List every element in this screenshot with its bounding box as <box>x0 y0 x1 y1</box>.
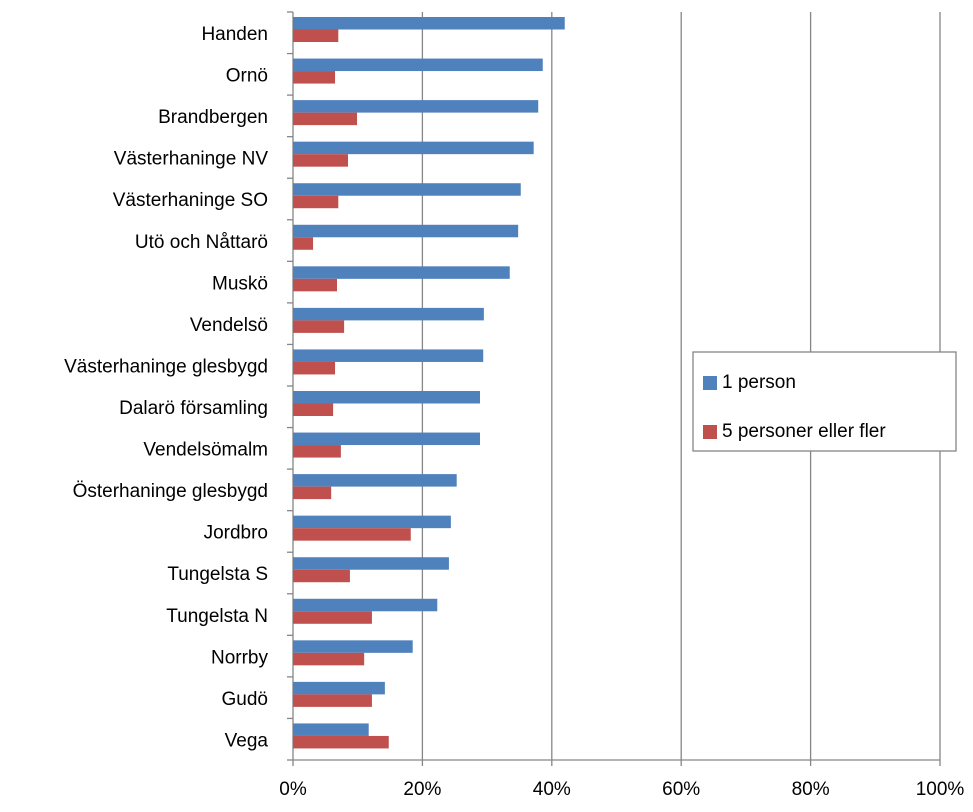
bar <box>293 224 519 238</box>
bar <box>293 735 389 749</box>
legend-label: 5 personer eller fler <box>722 421 886 442</box>
bar <box>293 361 336 375</box>
y-tick-label: Muskö <box>212 273 268 294</box>
bar <box>293 195 339 209</box>
bar <box>293 557 449 570</box>
bar <box>293 681 385 695</box>
y-tick-label: Ornö <box>226 66 268 87</box>
y-tick-label: Norrby <box>211 647 269 668</box>
y-tick-label: Tungelsta N <box>166 606 268 627</box>
y-tick-label: Vega <box>225 730 269 751</box>
y-tick-label: Vendelsö <box>190 315 268 336</box>
y-tick-label: Brandbergen <box>158 107 268 128</box>
bar <box>293 307 484 321</box>
bar <box>293 112 358 126</box>
bar <box>293 100 539 113</box>
legend-swatch <box>703 376 717 390</box>
x-tick-label: 60% <box>662 779 700 800</box>
y-tick-label: Utö och Nåttarö <box>135 232 268 253</box>
bar <box>293 237 314 250</box>
y-tick-label: Dalarö församling <box>119 398 268 419</box>
bar <box>293 611 372 624</box>
bar <box>293 445 341 458</box>
bar <box>293 403 334 416</box>
y-tick-label: Västerhaninge SO <box>113 190 268 211</box>
bar <box>293 29 339 42</box>
bar <box>293 278 337 292</box>
bar <box>293 432 480 446</box>
bar <box>293 266 510 279</box>
legend-label: 1 person <box>722 372 796 393</box>
bar <box>293 58 543 72</box>
x-tick-label: 20% <box>403 779 441 800</box>
y-tick-label: Jordbro <box>204 523 268 544</box>
bar <box>293 17 565 30</box>
y-tick-label: Gudö <box>222 689 268 710</box>
bar <box>293 515 451 529</box>
bar <box>293 154 348 167</box>
bar <box>293 486 332 500</box>
bar <box>293 474 457 487</box>
bar <box>293 349 484 362</box>
y-tick-label: Västerhaninge glesbygd <box>64 356 268 377</box>
bar <box>293 320 345 333</box>
legend-box <box>692 351 957 452</box>
bar <box>293 652 365 666</box>
bar <box>293 598 438 612</box>
bar <box>293 694 372 707</box>
x-tick-label: 100% <box>916 779 965 800</box>
bar <box>293 723 369 736</box>
y-tick-label: Västerhaninge NV <box>114 149 269 170</box>
y-tick-label: Handen <box>201 24 268 45</box>
y-tick-label: Österhaninge glesbygd <box>73 481 268 502</box>
bar <box>293 183 521 196</box>
bar <box>293 640 413 653</box>
legend-swatch <box>703 425 717 439</box>
y-tick-label: Tungelsta S <box>167 564 268 585</box>
x-tick-label: 0% <box>279 779 307 800</box>
bar <box>293 391 480 404</box>
y-tick-label: Vendelsömalm <box>143 440 268 461</box>
bar <box>293 141 534 155</box>
bar <box>293 71 336 84</box>
bar <box>293 569 350 583</box>
bar <box>293 528 411 541</box>
x-tick-label: 40% <box>533 779 571 800</box>
x-tick-label: 80% <box>792 779 830 800</box>
